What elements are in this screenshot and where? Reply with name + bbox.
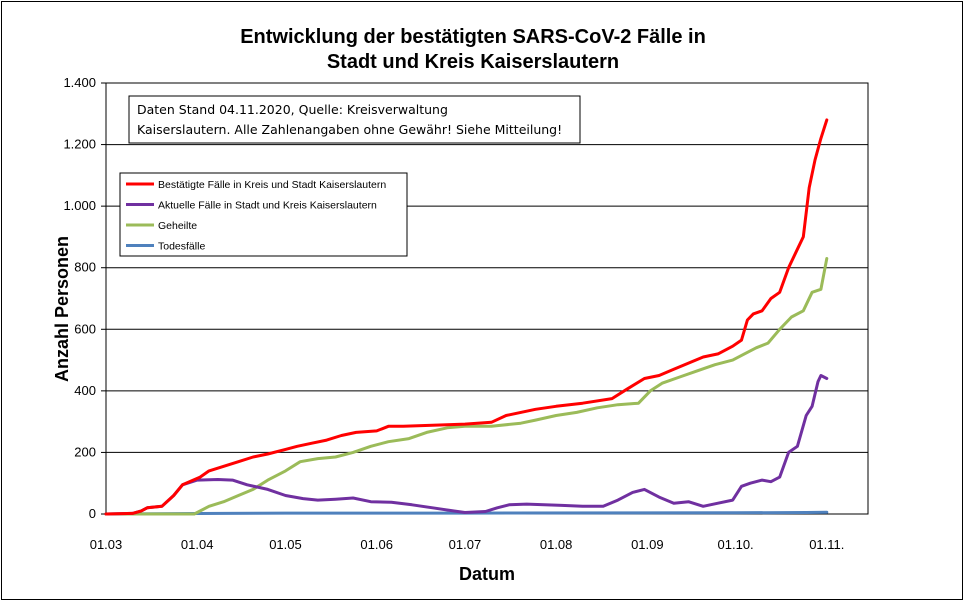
legend-box — [119, 172, 408, 257]
y-axis-label: Anzahl Personen — [52, 236, 72, 382]
x-axis-label: Datum — [459, 564, 515, 584]
x-tick-label: 01.05 — [269, 537, 302, 552]
y-tick-label: 200 — [74, 444, 96, 459]
legend-label: Bestätigte Fälle in Kreis und Stadt Kais… — [158, 179, 386, 191]
x-tick-label: 01.08 — [540, 537, 573, 552]
x-tick-label: 01.10. — [718, 537, 754, 552]
x-tick-label: 01.09 — [631, 537, 664, 552]
series-line — [104, 257, 829, 516]
y-tick-label: 1.000 — [63, 198, 96, 213]
x-tick-label: 01.07 — [449, 537, 482, 552]
source-note-box — [128, 95, 581, 144]
legend-label: Aktuelle Fälle in Stadt und Kreis Kaiser… — [158, 200, 377, 212]
source-note-line-1: Daten Stand 04.11.2020, Quelle: Kreisver… — [137, 102, 448, 117]
legend-items: Bestätigte Fälle in Kreis und Stadt Kais… — [126, 179, 386, 253]
y-axis-ticks: 0 200 400 600 800 1.000 1.200 1.400 — [63, 75, 106, 521]
legend: Bestätigte Fälle in Kreis und Stadt Kais… — [119, 172, 408, 257]
x-tick-label: 01.11. — [809, 537, 844, 552]
y-tick-label: 0 — [89, 506, 96, 521]
y-tick-label: 600 — [74, 321, 96, 336]
x-tick-label: 01.04 — [181, 537, 214, 552]
series-lines — [104, 118, 829, 516]
y-tick-label: 1.400 — [63, 75, 96, 90]
y-tick-label: 1.200 — [63, 137, 96, 152]
chart-title-line-2: Stadt und Kreis Kaiserslautern — [327, 51, 619, 73]
legend-label: Todesfälle — [158, 241, 205, 253]
x-tick-label: 01.06 — [360, 537, 393, 552]
y-tick-label: 800 — [74, 260, 96, 275]
series-line — [104, 118, 829, 516]
x-axis-ticks: 01.03 01.04 01.05 01.06 01.07 01.08 01.09 01.10… — [90, 537, 845, 552]
series-line — [104, 374, 829, 516]
legend-label: Geheilte — [158, 220, 197, 232]
chart-title-line-1: Entwicklung der bestätigten SARS-CoV-2 F… — [240, 26, 706, 48]
x-tick-label: 01.03 — [90, 537, 123, 552]
source-note: Daten Stand 04.11.2020, Quelle: Kreisver… — [128, 95, 581, 144]
source-note-line-2: Kaiserslautern. Alle Zahlenangaben ohne … — [137, 122, 562, 137]
plot-area — [105, 82, 869, 515]
y-tick-label: 400 — [74, 383, 96, 398]
